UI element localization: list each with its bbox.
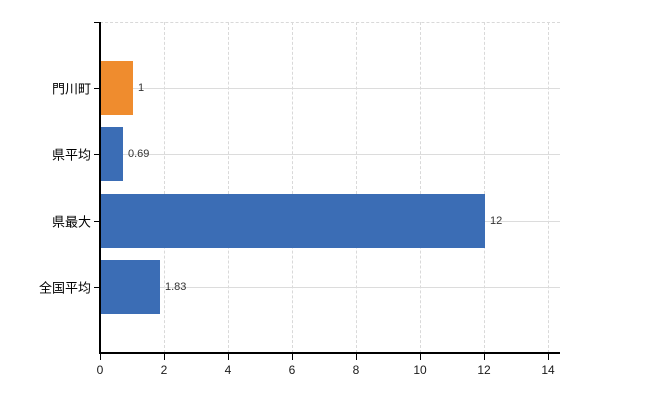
category-label: 県最大 [51, 214, 91, 230]
bar [101, 127, 123, 181]
x-tick [548, 354, 549, 360]
bar [101, 194, 485, 248]
gridline-vertical [548, 22, 549, 353]
x-tick-label: 4 [224, 363, 232, 377]
x-tick-label: 10 [413, 363, 427, 377]
x-tick-label: 12 [477, 363, 491, 377]
y-axis-top-tick [94, 22, 100, 23]
gridline-vertical [420, 22, 421, 353]
gridline-vertical [356, 22, 357, 353]
y-tick [94, 287, 100, 288]
x-tick-label: 0 [96, 363, 104, 377]
bar-value-label: 12 [490, 214, 503, 227]
category-label: 県平均 [51, 147, 91, 163]
x-tick [164, 354, 165, 360]
gridline-vertical [164, 22, 165, 353]
x-axis-line [99, 352, 560, 354]
gridline-vertical [228, 22, 229, 353]
bar [101, 61, 133, 115]
x-tick [228, 354, 229, 360]
bar-value-label: 1 [138, 82, 145, 95]
bar [101, 260, 160, 314]
x-tick-label: 6 [288, 363, 296, 377]
x-tick [420, 354, 421, 360]
x-tick [292, 354, 293, 360]
bar-value-label: 0.69 [128, 148, 150, 161]
category-label: 門川町 [51, 81, 91, 97]
x-tick-label: 14 [541, 363, 555, 377]
y-axis-line [99, 22, 101, 353]
y-tick [94, 88, 100, 89]
category-label: 全国平均 [38, 280, 91, 296]
x-tick-label: 2 [160, 363, 168, 377]
bar-value-label: 1.83 [165, 280, 187, 293]
gridline-horizontal [100, 287, 560, 288]
x-tick [100, 354, 101, 360]
x-tick-label: 8 [352, 363, 360, 377]
gridline-vertical [292, 22, 293, 353]
x-tick [356, 354, 357, 360]
gridline-vertical [484, 22, 485, 353]
y-tick [94, 154, 100, 155]
gridline-horizontal [100, 154, 560, 155]
y-tick [94, 221, 100, 222]
gridline-horizontal [100, 88, 560, 89]
plot-top-border [100, 22, 560, 23]
x-tick [484, 354, 485, 360]
